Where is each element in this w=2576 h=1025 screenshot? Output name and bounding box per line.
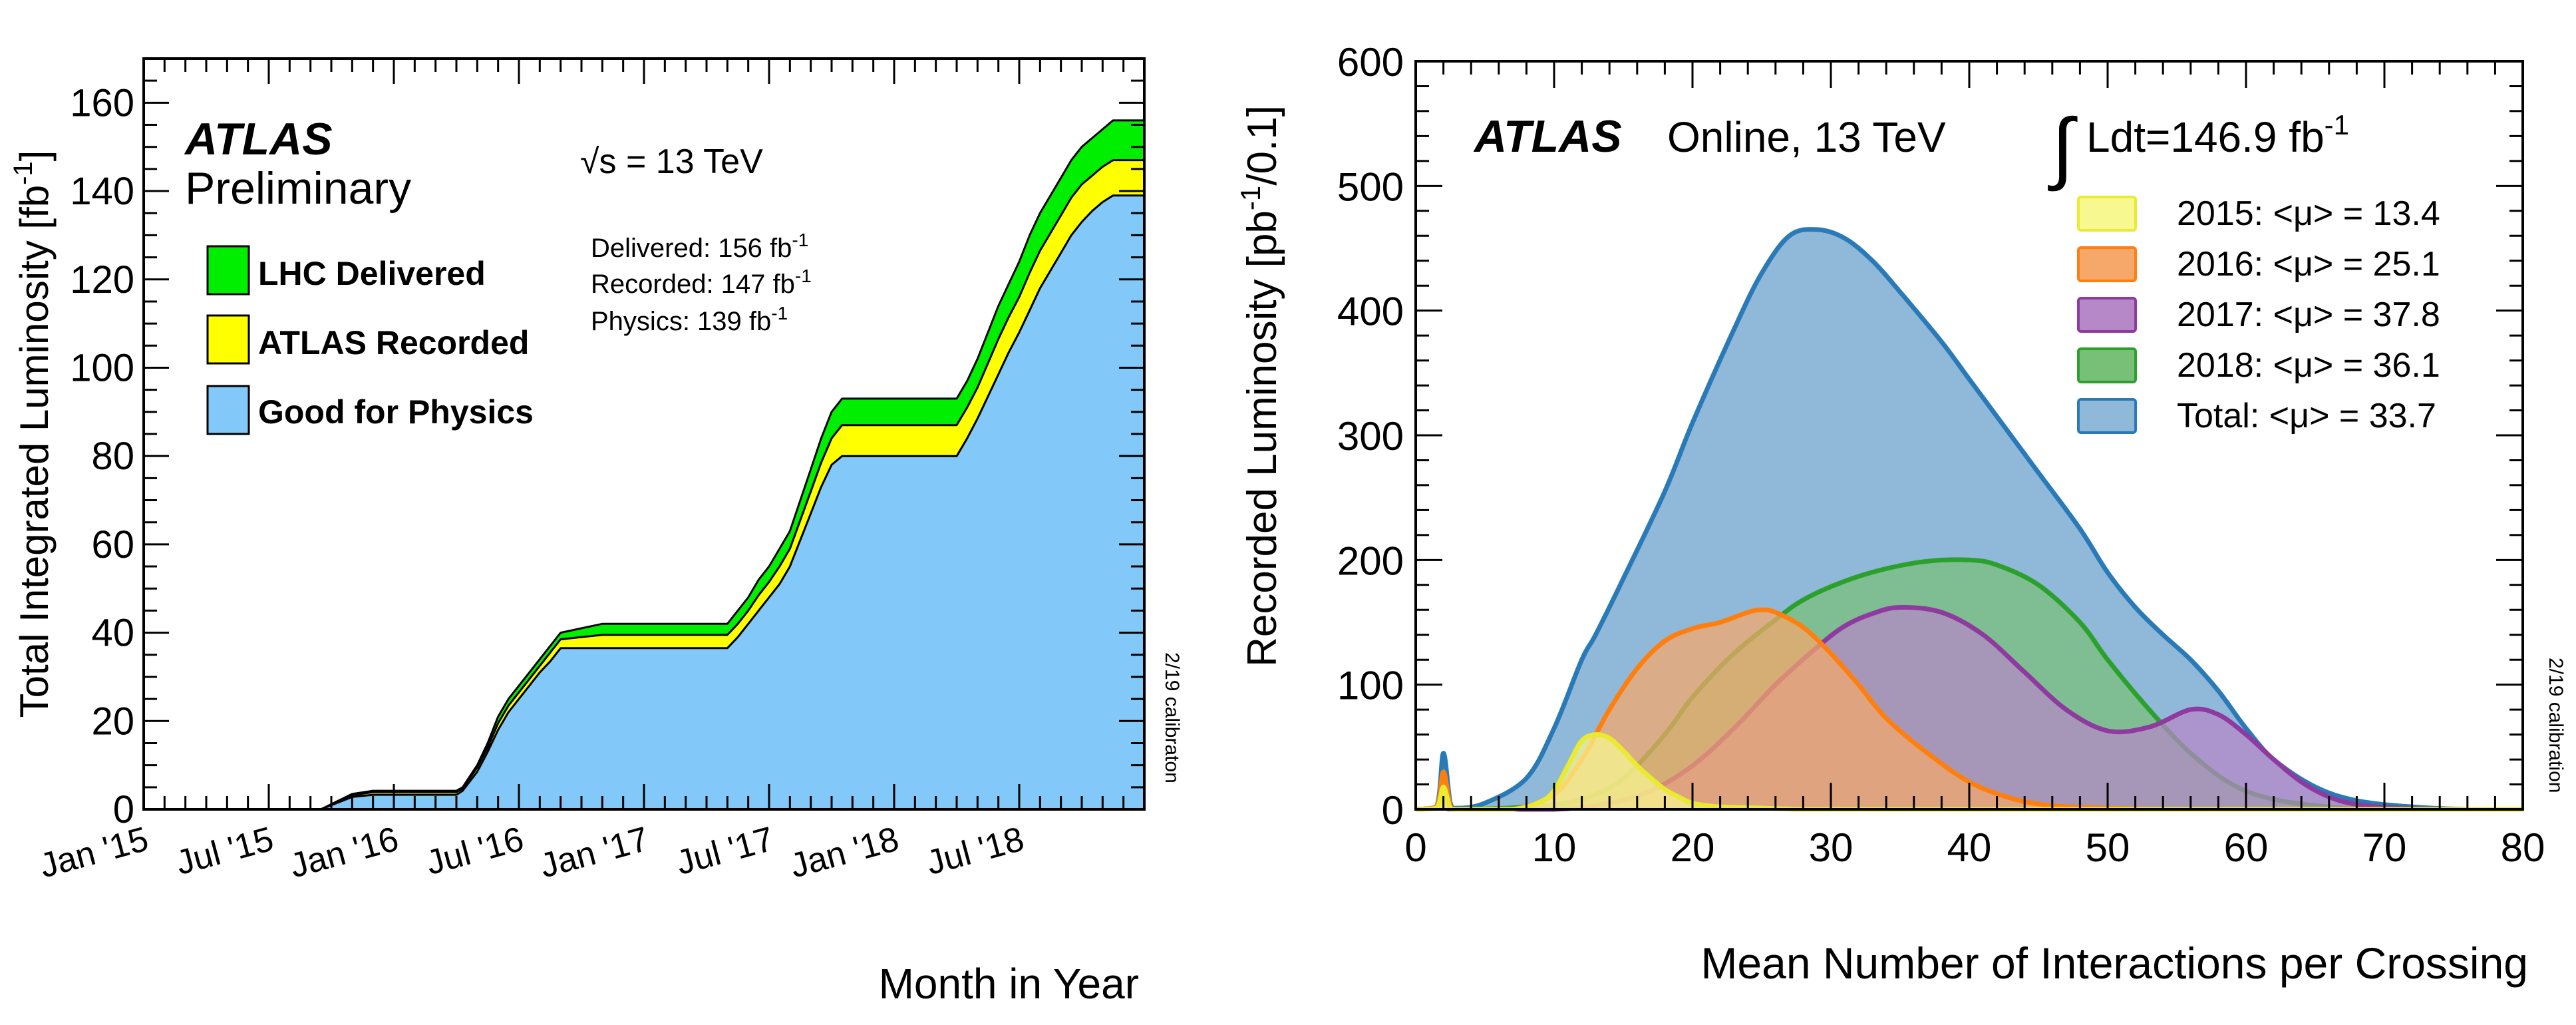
right-y-tick-label-600: 600: [1337, 40, 1404, 85]
left-status: Preliminary: [185, 163, 411, 214]
left-x-axis-label: Month in Year: [879, 960, 1139, 1008]
right-series-fill-2017: [1416, 607, 2523, 809]
left-y-axis-label: Total Integrated Luminosity [fb-1]: [9, 150, 57, 718]
left-x-tick-label-jul-18: Jul '18: [922, 820, 1028, 883]
right-y-tick-label-300: 300: [1337, 414, 1404, 459]
right-brand: ATLAS: [1473, 111, 1622, 162]
right-y-axis-label-main: Recorded Luminosity [pb: [1239, 210, 1285, 667]
legend-item-delivered: LHC Delivered: [206, 245, 486, 296]
left-x-tick-label-jul-16: Jul '16: [422, 820, 528, 883]
right-x-axis-label: Mean Number of Interactions per Crossing: [1700, 938, 2528, 988]
right-x-tick-label-40: 40: [1947, 825, 1992, 870]
right-legend-item-total: Total: <μ> = 33.7: [2077, 397, 2436, 435]
left-annotation-physics: Physics: 139 fb-1: [591, 303, 788, 336]
right-legend-label-2016: 2016: <μ> = 25.1: [2177, 245, 2440, 284]
right-legend-swatch-2015: [2077, 196, 2137, 232]
left-annotation-delivered: Delivered: 156 fb-1: [591, 230, 808, 263]
right-x-tick-label-50: 50: [2086, 825, 2130, 870]
right-axis-ticks: 0 100 200 300 400 500 600 0 10 20 30 40 50 60 70 80: [1337, 40, 2545, 870]
right-legend-swatch-2017: [2077, 297, 2137, 333]
left-energy-label: √s = 13 TeV: [580, 142, 763, 181]
right-legend-label-2017: 2017: <μ> = 37.8: [2177, 296, 2440, 334]
left-side-note: 2/19 calibraton: [1161, 652, 1183, 783]
legend-label-physics: Good for Physics: [258, 393, 534, 431]
right-legend-item-2018: 2018: <μ> = 36.1: [2077, 346, 2440, 385]
left-y-tick-label-40: 40: [91, 612, 134, 655]
left-y-tick-label-140: 140: [70, 170, 134, 213]
right-y-axis-label-sup: -1: [1235, 186, 1266, 210]
right-legend-swatch-total: [2077, 398, 2137, 434]
left-series-good-for-physics: [142, 194, 1146, 811]
left-x-tick-label-jan-17: Jan '17: [536, 820, 653, 886]
right-legend-item-2015: 2015: <μ> = 13.4: [2077, 194, 2440, 233]
left-annotation-recorded: Recorded: 147 fb-1: [591, 266, 812, 299]
right-series-fill-2016: [1416, 610, 2523, 809]
right-chart: 0 100 200 300 400 500 600 0 10 20 30 40 50 60 70 80 Rec…: [1235, 40, 2567, 988]
right-legend-swatch-2016: [2077, 246, 2137, 282]
right-x-tick-label-70: 70: [2362, 825, 2407, 870]
right-legend: 2015: <μ> = 13.4 2016: <μ> = 25.1 2017: <μ…: [2077, 194, 2440, 435]
legend-swatch-recorded: [206, 314, 250, 365]
left-y-tick-label-20: 20: [91, 700, 134, 743]
right-chart-areas: [1415, 227, 2523, 812]
right-y-tick-label-500: 500: [1337, 164, 1404, 209]
right-legend-swatch-2018: [2077, 347, 2137, 383]
left-x-tick-label-jan-15: Jan '15: [36, 820, 152, 886]
right-legend-label-total: Total: <μ> = 33.7: [2177, 397, 2436, 435]
right-x-tick-label-60: 60: [2224, 825, 2269, 870]
right-status: Online, 13 TeV: [1667, 113, 1946, 161]
right-y-axis-label: Recorded Luminosity [pb-1/0.1]: [1235, 105, 1285, 667]
left-x-tick-label-jan-18: Jan '18: [786, 820, 903, 886]
left-y-tick-label-60: 60: [91, 523, 134, 566]
right-y-tick-label-200: 200: [1337, 538, 1404, 583]
right-y-tick-label-0: 0: [1382, 788, 1404, 833]
right-x-tick-label-0: 0: [1404, 825, 1426, 870]
left-legend: LHC Delivered ATLAS Recorded Good for Ph…: [206, 245, 534, 435]
right-y-tick-label-100: 100: [1337, 664, 1404, 708]
right-series-line-total: [1415, 227, 2523, 812]
right-series-fill-2015: [1416, 734, 2523, 809]
right-y-axis-label-end: /0.1]: [1239, 105, 1285, 186]
legend-label-delivered: LHC Delivered: [258, 255, 486, 292]
legend-item-recorded: ATLAS Recorded: [206, 314, 529, 365]
left-y-tick-label-80: 80: [91, 435, 134, 478]
right-legend-item-2017: 2017: <μ> = 37.8: [2077, 296, 2440, 334]
left-chart-areas: [142, 119, 1146, 811]
left-brand: ATLAS: [184, 114, 333, 164]
right-legend-item-2016: 2016: <μ> = 25.1: [2077, 245, 2440, 284]
right-x-tick-label-20: 20: [1671, 825, 1715, 870]
right-integral-sign: ∫: [2048, 102, 2078, 192]
right-legend-label-2018: 2018: <μ> = 36.1: [2177, 346, 2440, 385]
right-side-note: 2/19 calibration: [2545, 658, 2567, 793]
left-y-axis-label-sup: -1: [9, 161, 38, 185]
legend-swatch-physics: [206, 385, 250, 435]
left-y-tick-label-120: 120: [70, 258, 134, 302]
right-legend-label-2015: 2015: <μ> = 13.4: [2177, 194, 2440, 233]
right-lumi-label: Ldt=146.9 fb-1: [2086, 109, 2349, 161]
left-x-tick-label-jul-15: Jul '15: [172, 820, 277, 883]
left-y-tick-label-160: 160: [70, 81, 134, 124]
right-x-tick-label-10: 10: [1532, 825, 1577, 870]
legend-item-physics: Good for Physics: [206, 385, 534, 435]
legend-label-recorded: ATLAS Recorded: [258, 324, 529, 361]
right-y-tick-label-400: 400: [1337, 290, 1404, 334]
right-x-tick-label-80: 80: [2501, 825, 2545, 870]
left-y-tick-label-100: 100: [70, 346, 134, 389]
left-x-tick-label-jan-16: Jan '16: [286, 820, 402, 886]
left-x-tick-label-jul-17: Jul '17: [672, 820, 778, 883]
left-y-axis-label-main: Total Integrated Luminosity [fb: [12, 185, 57, 718]
left-y-tick-label-0: 0: [113, 788, 134, 831]
right-x-tick-label-30: 30: [1809, 825, 1853, 870]
legend-swatch-delivered: [206, 245, 250, 296]
left-y-axis-label-end: ]: [12, 150, 57, 162]
